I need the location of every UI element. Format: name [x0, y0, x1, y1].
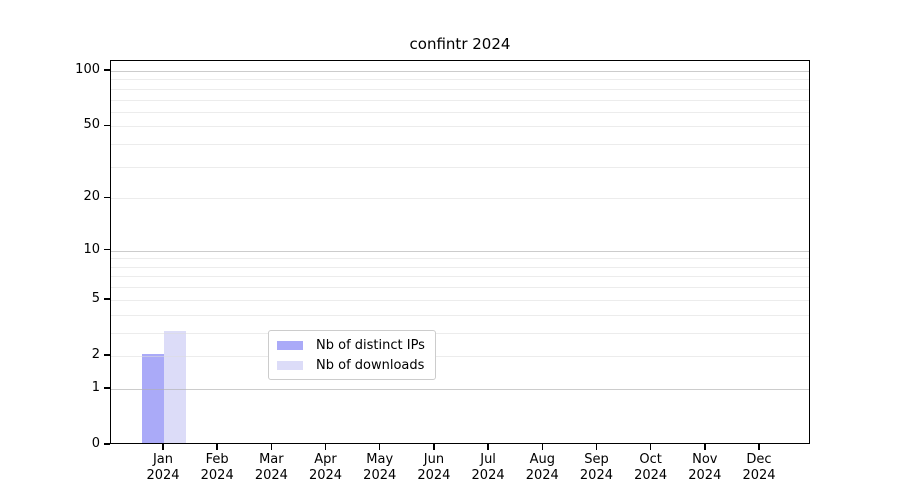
x-tick-mark [704, 444, 706, 450]
x-tick-label: Jan 2024 [146, 452, 180, 483]
legend-label-downloads: Nb of downloads [316, 357, 425, 373]
x-tick-mark [270, 444, 273, 450]
y-tick-label: 10 [83, 241, 100, 257]
x-tick-label: Dec 2024 [742, 452, 776, 483]
gridline-minor-9 [111, 258, 809, 260]
y-tick-mark [104, 124, 110, 127]
gridline-minor-40 [111, 144, 809, 146]
x-tick-label: Jun 2024 [417, 452, 451, 483]
legend-swatch-downloads [277, 360, 303, 370]
x-tick-label: Nov 2024 [688, 452, 722, 483]
x-tick-mark [324, 444, 327, 450]
x-tick-label: Sep 2024 [579, 452, 613, 483]
gridline-minor-20 [111, 198, 809, 200]
gridline-major-1 [111, 388, 809, 390]
gridline-minor-5 [111, 299, 809, 301]
gridline-major-10 [111, 250, 809, 252]
gridline-major-100 [111, 71, 809, 72]
legend-label-distinct-ips: Nb of distinct IPs [316, 337, 425, 353]
y-tick-mark [104, 354, 110, 356]
gridline-minor-3 [111, 332, 809, 334]
y-tick-label: 50 [83, 117, 100, 133]
x-tick-label: Aug 2024 [525, 452, 559, 483]
gridline-minor-8 [111, 266, 809, 268]
legend-item-distinct-ips: Nb of distinct IPs [277, 337, 425, 353]
gridline-minor-80 [111, 88, 809, 90]
y-tick-mark [104, 387, 110, 389]
legend: Nb of distinct IPs Nb of downloads [268, 330, 436, 380]
x-tick-mark [541, 444, 544, 450]
x-tick-label: May 2024 [363, 452, 397, 483]
gridline-minor-4 [111, 314, 809, 316]
x-tick-label: Apr 2024 [308, 452, 343, 483]
y-tick-mark [104, 298, 110, 300]
y-tick-label: 100 [75, 62, 100, 77]
y-tick-label: 2 [91, 346, 100, 362]
legend-swatch-distinct-ips [277, 340, 303, 350]
gridline-minor-7 [111, 276, 809, 278]
x-tick-mark [433, 444, 435, 450]
gridline-minor-30 [111, 166, 809, 168]
x-tick-mark [378, 444, 381, 450]
y-tick-label: 5 [91, 290, 100, 306]
x-tick-mark [216, 444, 218, 450]
y-tick-label: 0 [91, 436, 100, 451]
y-tick-label: 20 [83, 189, 100, 205]
x-tick-mark [595, 444, 598, 450]
x-tick-label: Mar 2024 [254, 452, 288, 483]
gridline-minor-2 [111, 355, 809, 357]
x-tick-mark [649, 444, 652, 450]
bar-downloads-jan [164, 330, 186, 443]
y-tick-mark [104, 196, 110, 199]
y-tick-mark [104, 443, 110, 445]
gridline-minor-50 [111, 126, 809, 128]
gridline-minor-60 [111, 111, 809, 113]
x-tick-mark [758, 444, 760, 450]
y-tick-mark [104, 69, 110, 71]
gridline-minor-90 [111, 79, 809, 81]
gridline-minor-6 [111, 287, 809, 289]
x-tick-label: Oct 2024 [634, 452, 668, 483]
bar-distinct-ips-jan [142, 353, 164, 443]
y-tick-mark [104, 248, 110, 251]
plot-area [110, 60, 810, 444]
x-tick-label: Feb 2024 [200, 452, 234, 483]
legend-item-downloads: Nb of downloads [277, 357, 425, 373]
gridline-minor-70 [111, 99, 809, 101]
x-tick-mark [487, 444, 489, 450]
x-tick-mark [162, 444, 164, 450]
y-tick-label: 1 [91, 379, 100, 395]
chart-title: confintr 2024 [409, 35, 511, 53]
x-tick-label: Jul 2024 [471, 452, 505, 483]
